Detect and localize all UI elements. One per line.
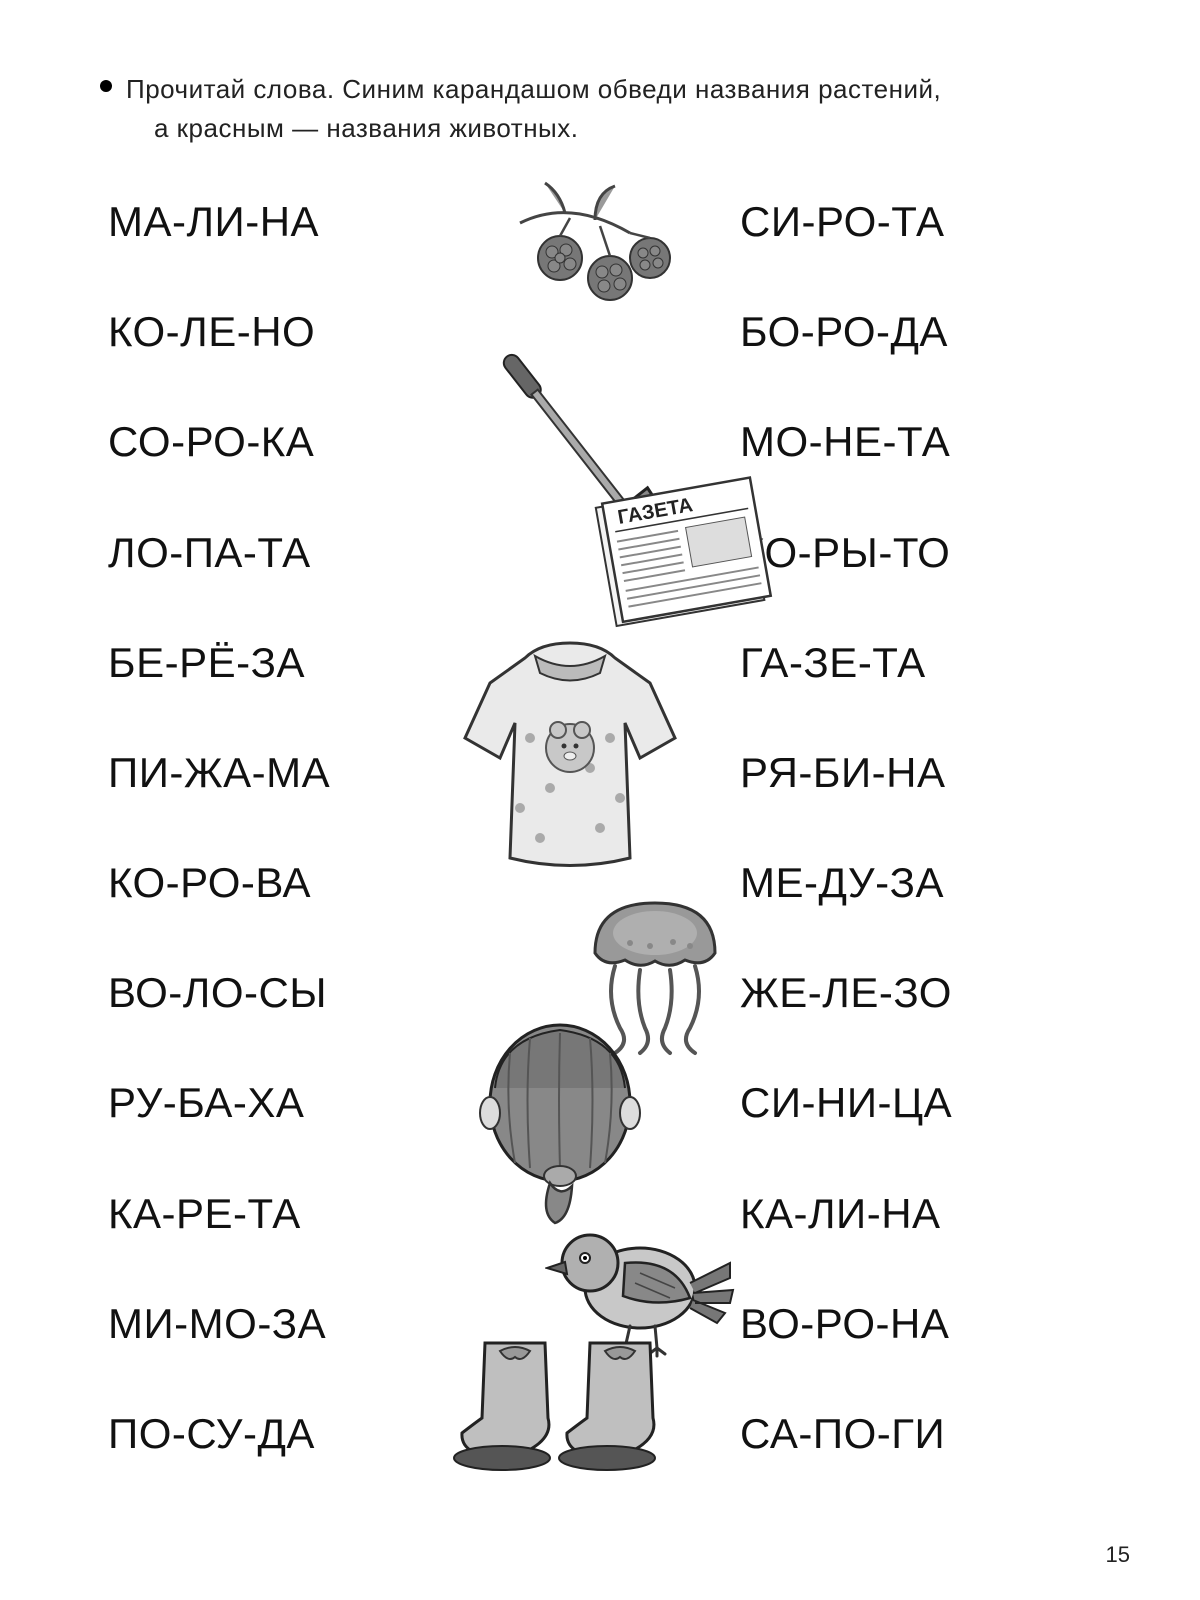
instruction-line1: Прочитай слова. Синим карандашом обведи … bbox=[126, 74, 941, 104]
word-item: МЕ-ДУ-ЗА bbox=[740, 859, 1110, 907]
illustration-column: ГАЗЕТА bbox=[470, 188, 730, 1478]
word-item: ПИ-ЖА-МА bbox=[108, 749, 470, 797]
word-item: ГА-ЗЕ-ТА bbox=[740, 639, 1110, 687]
word-item: КО-РЫ-ТО bbox=[740, 529, 1110, 577]
word-item: ЛО-ПА-ТА bbox=[108, 529, 470, 577]
word-item: ПО-СУ-ДА bbox=[108, 1410, 470, 1458]
word-item: РЯ-БИ-НА bbox=[740, 749, 1110, 797]
newspaper-icon: ГАЗЕТА bbox=[590, 468, 780, 638]
right-column: СИ-РО-ТА БО-РО-ДА МО-НЕ-ТА КО-РЫ-ТО ГА-З… bbox=[730, 188, 1110, 1478]
word-item: СА-ПО-ГИ bbox=[740, 1410, 1110, 1458]
word-item: КО-РО-ВА bbox=[108, 859, 470, 907]
instruction-line2: а красным — названия животных. bbox=[126, 109, 941, 148]
word-item: СО-РО-КА bbox=[108, 418, 470, 466]
word-item: МО-НЕ-ТА bbox=[740, 418, 1110, 466]
word-item: ВО-РО-НА bbox=[740, 1300, 1110, 1348]
word-item: ВО-ЛО-СЫ bbox=[108, 969, 470, 1017]
boots-icon bbox=[440, 1323, 680, 1493]
worksheet-page: Прочитай слова. Синим карандашом обведи … bbox=[0, 0, 1200, 1600]
hair-icon bbox=[460, 1018, 660, 1228]
pajama-icon bbox=[440, 628, 700, 898]
word-item: СИ-НИ-ЦА bbox=[740, 1079, 1110, 1127]
bullet-icon bbox=[100, 80, 112, 92]
word-item: МА-ЛИ-НА bbox=[108, 198, 470, 246]
raspberry-icon bbox=[500, 178, 690, 328]
word-item: РУ-БА-ХА bbox=[108, 1079, 470, 1127]
word-columns: МА-ЛИ-НА КО-ЛЕ-НО СО-РО-КА ЛО-ПА-ТА БЕ-Р… bbox=[90, 188, 1110, 1478]
word-item: ЖЕ-ЛЕ-ЗО bbox=[740, 969, 1110, 1017]
instruction-text: Прочитай слова. Синим карандашом обведи … bbox=[126, 70, 941, 148]
word-item: МИ-МО-ЗА bbox=[108, 1300, 470, 1348]
instruction-block: Прочитай слова. Синим карандашом обведи … bbox=[90, 70, 1110, 148]
left-column: МА-ЛИ-НА КО-ЛЕ-НО СО-РО-КА ЛО-ПА-ТА БЕ-Р… bbox=[90, 188, 470, 1478]
page-number: 15 bbox=[1106, 1542, 1130, 1568]
word-item: БО-РО-ДА bbox=[740, 308, 1110, 356]
word-item: КА-РЕ-ТА bbox=[108, 1190, 470, 1238]
word-item: БЕ-РЁ-ЗА bbox=[108, 639, 470, 687]
word-item: СИ-РО-ТА bbox=[740, 198, 1110, 246]
word-item: КО-ЛЕ-НО bbox=[108, 308, 470, 356]
word-item: КА-ЛИ-НА bbox=[740, 1190, 1110, 1238]
